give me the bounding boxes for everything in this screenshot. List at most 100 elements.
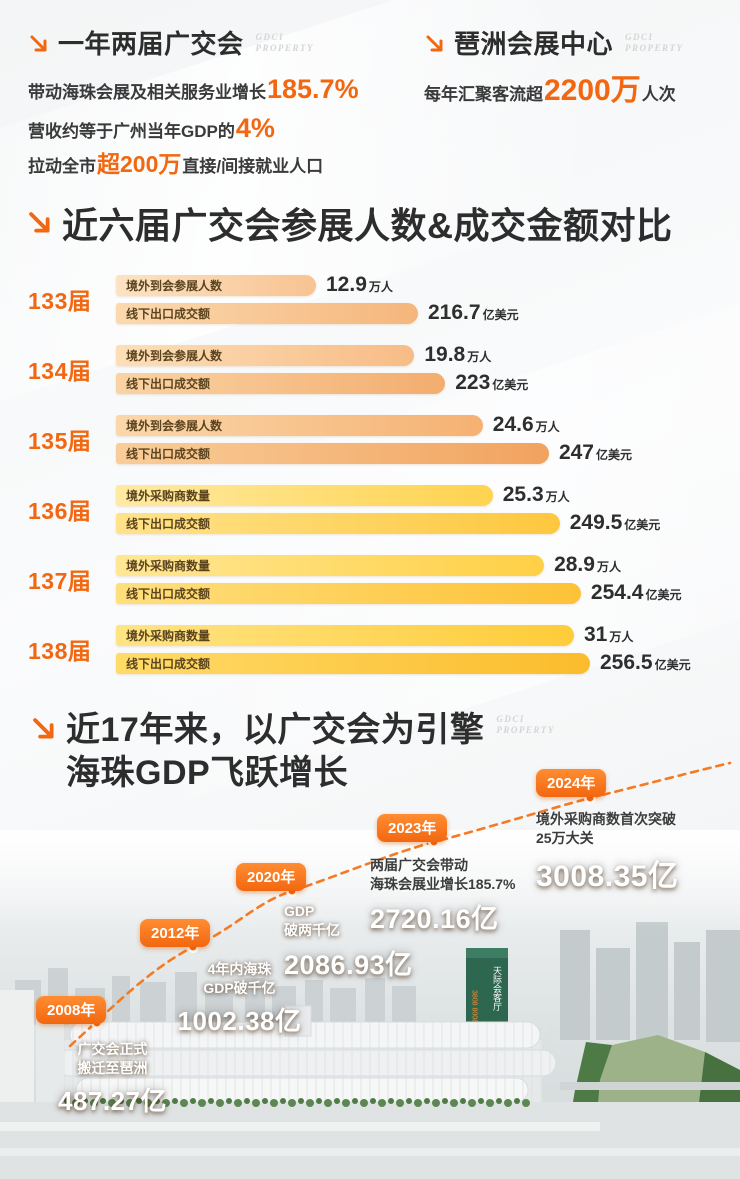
visitors-bar: 境外采购商数量 (116, 554, 545, 576)
visitors-row: 境外采购商数量 25.3 万人 (116, 483, 732, 507)
transactions-value: 247 亿美元 (559, 441, 632, 465)
chart-row: 137届 境外采购商数量 28.9 万人 线下出口成交额 254.4 亿美元 (28, 544, 732, 614)
visitors-row: 境外采购商数量 28.9 万人 (116, 553, 732, 577)
value-unit: 亿美元 (624, 518, 661, 532)
chart-row: 133届 境外到会参展人数 12.9 万人 线下出口成交额 216.7 亿美元 (28, 264, 732, 334)
session-label: 138届 (28, 638, 92, 664)
transactions-row: 线下出口成交额 247 亿美元 (116, 441, 732, 465)
value-number: 19.8 (424, 343, 466, 366)
session-label: 133届 (28, 288, 92, 314)
transactions-row: 线下出口成交额 223 亿美元 (116, 371, 732, 395)
watermark: GDCI PROPERTY (496, 714, 555, 737)
visitors-value: 24.6 万人 (493, 413, 560, 437)
visitors-row: 境外到会参展人数 19.8 万人 (116, 343, 732, 367)
exhibition-hall (55, 1005, 557, 1110)
visitors-bar: 境外到会参展人数 (116, 414, 483, 436)
bars-group: 境外采购商数量 31 万人线下出口成交额 256.5 亿美元 (116, 623, 732, 675)
bars-group: 境外到会参展人数 19.8 万人线下出口成交额 223 亿美元 (116, 343, 732, 395)
transactions-row: 线下出口成交额 249.5 亿美元 (116, 511, 732, 535)
section-header: 琶洲会展中心 GDCI PROPERTY (424, 30, 724, 60)
bar-chart-header: 近六届广交会参展人数&成交金额对比 (26, 206, 726, 246)
gdp-title-line2: 海珠GDP飞跃增长 (66, 754, 349, 793)
bar-label: 境外采购商数量 (126, 558, 211, 573)
value-number: 12.9 (326, 273, 367, 296)
watermark-line: GDCI (625, 32, 654, 42)
transactions-row: 线下出口成交额 216.7 亿美元 (116, 301, 732, 324)
watermark-line: PROPERTY (496, 725, 555, 736)
watermark-line: PROPERTY (255, 43, 315, 54)
transactions-value: 249.5 亿美元 (570, 511, 661, 535)
section-title: 一年两届广交会 (58, 29, 244, 59)
visitors-value: 19.8 万人 (424, 343, 491, 367)
chart-row: 136届 境外采购商数量 25.3 万人 线下出口成交额 249.5 亿美元 (28, 474, 732, 544)
milestone-desc: 境外采购商数首次突破 (536, 811, 676, 827)
bar-chart: 133届 境外到会参展人数 12.9 万人 线下出口成交额 216.7 亿美元 134届 境外到… (28, 264, 732, 684)
bar-label: 线下出口成交额 (126, 306, 211, 321)
value-number: 31 (584, 623, 608, 646)
visitors-bar: 境外到会参展人数 (116, 344, 415, 366)
value-unit: 万人 (609, 630, 634, 644)
value-number: 254.4 (590, 581, 644, 604)
value-unit: 万人 (368, 280, 393, 294)
transactions-row: 线下出口成交额 254.4 亿美元 (116, 581, 732, 604)
value-number: 247 (558, 441, 594, 464)
bars-group: 境外采购商数量 28.9 万人 线下出口成交额 254.4 亿美元 (116, 553, 732, 604)
section-pazhou-center: 琶洲会展中心 GDCI PROPERTY 每年汇聚客流超 2200万 人次 (424, 30, 724, 108)
right-towers (560, 922, 740, 1042)
stat-text: 带动海珠会展及相关服务业增长 (28, 83, 266, 102)
section-canton-fair-impact: 一年两届广交会 GDCI PROPERTY 带动海珠会展及相关服务业增长 185.7… (28, 30, 420, 180)
bars-group: 境外到会参展人数 24.6 万人线下出口成交额 247 亿美元 (116, 413, 732, 465)
transactions-bar: 线下出口成交额 (116, 582, 581, 604)
curve-dot-ring (584, 792, 596, 804)
watermark: GDCI PROPERTY (625, 32, 684, 55)
transactions-value: 256.5 亿美元 (600, 651, 691, 675)
curve-dot (586, 794, 594, 802)
value-number: 256.5 (600, 651, 653, 674)
left-buildings (0, 990, 64, 1110)
bars-group: 境外到会参展人数 12.9 万人 线下出口成交额 216.7 亿美元 (116, 273, 732, 324)
stat-value: 185.7% (267, 74, 359, 104)
value-unit: 亿美元 (654, 658, 691, 672)
value-number: 249.5 (569, 511, 623, 534)
bar-label: 境外到会参展人数 (126, 418, 223, 433)
section-header: 一年两届广交会 GDCI PROPERTY (28, 30, 420, 60)
bridge (560, 1082, 740, 1090)
value-number: 216.7 (428, 301, 481, 324)
gdp-title-line1: 近17年来，以广交会为引擎 (66, 711, 485, 749)
value-unit: 亿美元 (482, 308, 519, 322)
value-unit: 万人 (596, 560, 621, 574)
stat-text: 直接/间接就业人口 (182, 157, 324, 177)
transactions-bar: 线下出口成交额 (116, 652, 590, 674)
value-number: 223 (455, 371, 491, 394)
visitors-bar: 境外采购商数量 (116, 484, 493, 506)
stat-line: 带动海珠会展及相关服务业增长 185.7% (28, 76, 420, 106)
bar-label: 境外采购商数量 (126, 628, 211, 643)
foreground-plaza (0, 1082, 740, 1179)
tower-sign-text: 天际会客厅 (492, 966, 502, 1011)
watermark-line: PROPERTY (625, 43, 684, 54)
watermark: GDCI PROPERTY (256, 32, 315, 55)
visitors-value: 25.3 万人 (503, 483, 570, 507)
value-number: 25.3 (502, 483, 544, 506)
watermark-line: GDCI (255, 32, 285, 42)
visitors-row: 境外到会参展人数 24.6 万人 (116, 413, 732, 437)
visitors-value: 12.9 万人 (326, 273, 393, 297)
session-label: 137届 (28, 568, 92, 594)
bar-label: 境外采购商数量 (126, 488, 211, 503)
transactions-value: 223 亿美元 (455, 371, 528, 395)
bars-group: 境外采购商数量 25.3 万人线下出口成交额 249.5 亿美元 (116, 483, 732, 535)
transactions-bar: 线下出口成交额 (116, 372, 446, 394)
visitors-value: 28.9 万人 (554, 553, 621, 577)
bar-label: 境外到会参展人数 (126, 348, 223, 363)
arrow-icon (30, 715, 58, 748)
watermark-line: GDCI (496, 714, 525, 724)
bar-label: 线下出口成交额 (126, 656, 211, 671)
bar-label: 线下出口成交额 (126, 376, 211, 391)
value-number: 28.9 (554, 553, 595, 576)
value-unit: 万人 (467, 350, 492, 364)
transactions-bar: 线下出口成交额 (116, 512, 560, 534)
transactions-row: 线下出口成交额 256.5 亿美元 (116, 651, 732, 675)
stat-text: 每年汇聚客流超 (424, 85, 543, 104)
stat-line: 拉动全市 超200万 直接/间接就业人口 (28, 153, 420, 180)
